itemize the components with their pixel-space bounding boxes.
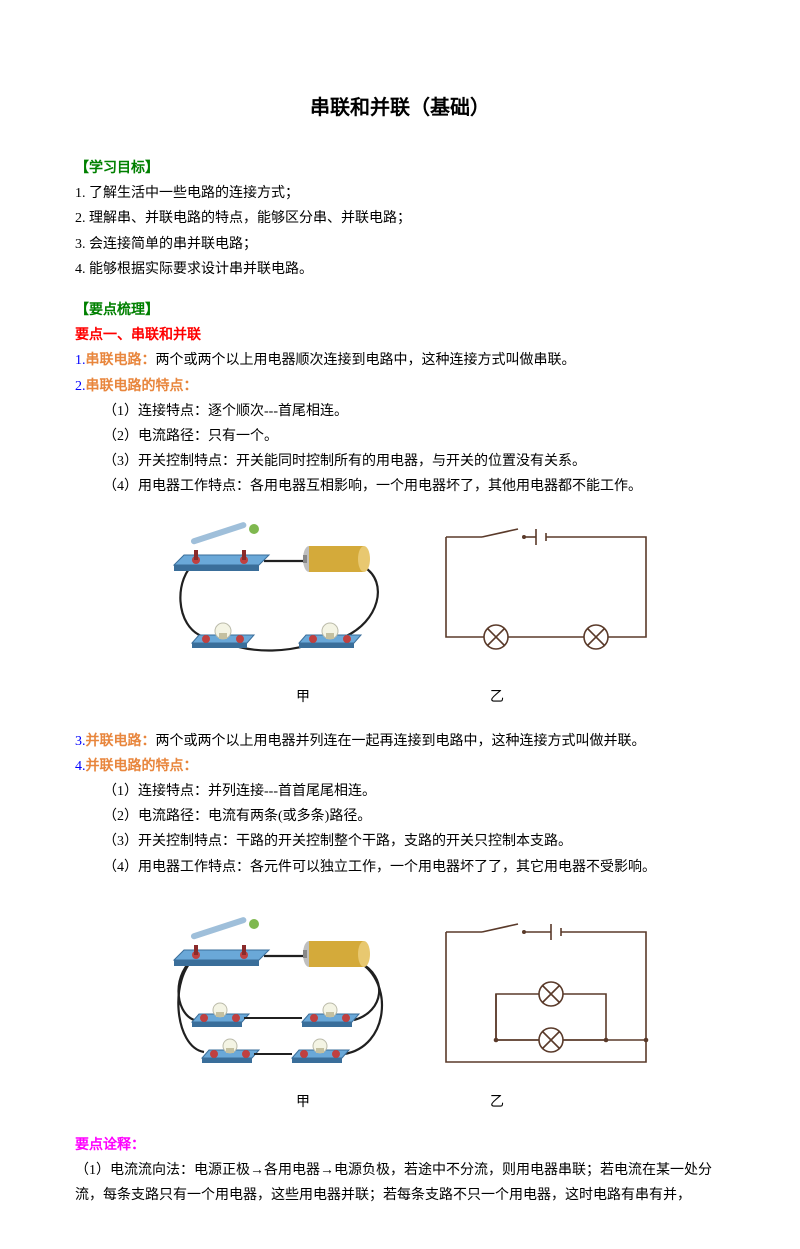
parallel-figures	[75, 912, 725, 1082]
series-trait: （4）用电器工作特点：各用电器互相影响，一个用电器坏了，其他用电器都不能工作。	[75, 474, 725, 499]
parallel-traits-header: 4.并联电路的特点：	[75, 754, 725, 779]
parallel-trait: （1）连接特点：并列连接---首首尾尾相连。	[75, 779, 725, 804]
parallel-schematic	[436, 922, 656, 1072]
label: 2.	[75, 379, 86, 394]
series-captions: 甲 乙	[75, 685, 725, 710]
series-def: 1.串联电路：两个或两个以上用电器顺次连接到电路中，这种连接方式叫做串联。	[75, 348, 725, 373]
parallel-3d-illustration	[144, 912, 414, 1082]
series-figures	[75, 517, 725, 677]
goal-item: 1. 了解生活中一些电路的连接方式；	[75, 181, 725, 206]
series-3d-illustration	[144, 517, 414, 677]
subtitle: 并联电路的特点：	[86, 759, 198, 774]
label: 4.	[75, 759, 86, 774]
subtitle: 并联电路：	[86, 734, 156, 749]
parallel-captions: 甲 乙	[75, 1090, 725, 1115]
caption-a: 甲	[296, 1090, 310, 1115]
goal-item: 4. 能够根据实际要求设计串并联电路。	[75, 257, 725, 282]
subtitle: 串联电路的特点：	[86, 379, 198, 394]
goal-header: 【学习目标】	[75, 156, 725, 181]
series-trait: （3）开关控制特点：开关能同时控制所有的用电器，与开关的位置没有关系。	[75, 449, 725, 474]
caption-b: 乙	[490, 685, 504, 710]
series-schematic	[436, 527, 656, 667]
label: 3.	[75, 734, 86, 749]
series-trait: （1）连接特点：逐个顺次---首尾相连。	[75, 399, 725, 424]
parallel-trait: （4）用电器工作特点：各元件可以独立工作，一个用电器坏了了，其它用电器不受影响。	[75, 855, 725, 880]
caption-a: 甲	[296, 685, 310, 710]
goal-item: 3. 会连接简单的串并联电路；	[75, 232, 725, 257]
subtitle: 串联电路：	[86, 353, 156, 368]
point1-header: 要点一、串联和并联	[75, 323, 725, 348]
page-title: 串联和并联（基础）	[75, 90, 725, 126]
series-trait: （2）电流路径：只有一个。	[75, 424, 725, 449]
parallel-trait: （3）开关控制特点：干路的开关控制整个干路，支路的开关只控制本支路。	[75, 829, 725, 854]
parallel-trait: （2）电流路径：电流有两条(或多条)路径。	[75, 804, 725, 829]
interpretation-header: 要点诠释：	[75, 1133, 725, 1158]
text: 两个或两个以上用电器顺次连接到电路中，这种连接方式叫做串联。	[156, 353, 576, 368]
summary-header: 【要点梳理】	[75, 298, 725, 323]
text: 两个或两个以上用电器并列连在一起再连接到电路中，这种连接方式叫做并联。	[156, 734, 646, 749]
label: 1.	[75, 353, 86, 368]
goal-item: 2. 理解串、并联电路的特点，能够区分串、并联电路；	[75, 206, 725, 231]
document-page: 串联和并联（基础） 【学习目标】 1. 了解生活中一些电路的连接方式； 2. 理…	[0, 0, 800, 1249]
caption-b: 乙	[490, 1090, 504, 1115]
interpretation-text: （1）电流流向法：电源正极→各用电器→电源负极，若途中不分流，则用电器串联；若电…	[75, 1158, 725, 1208]
parallel-def: 3.并联电路：两个或两个以上用电器并列连在一起再连接到电路中，这种连接方式叫做并…	[75, 729, 725, 754]
series-traits-header: 2.串联电路的特点：	[75, 374, 725, 399]
